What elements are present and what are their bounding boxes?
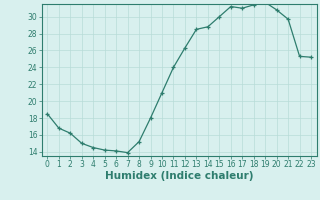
X-axis label: Humidex (Indice chaleur): Humidex (Indice chaleur) xyxy=(105,171,253,181)
